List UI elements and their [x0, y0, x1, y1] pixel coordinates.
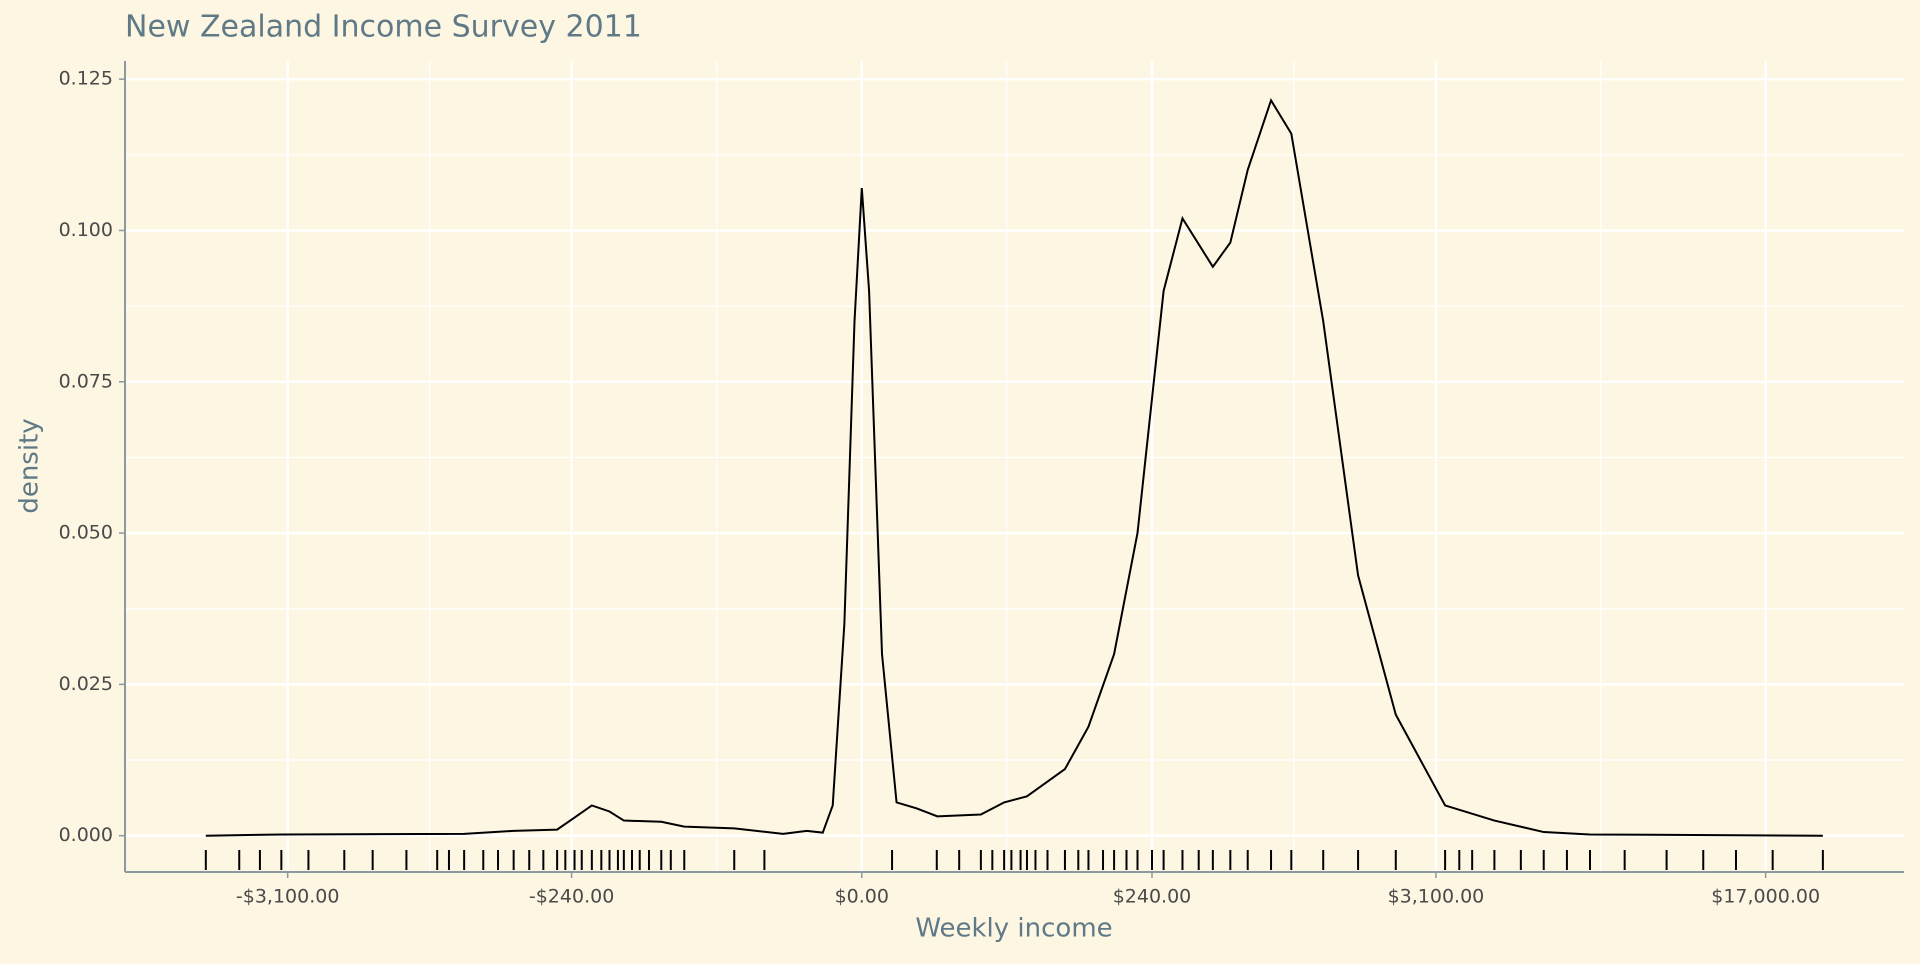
x-tick-label: -$240.00: [529, 886, 614, 908]
x-axis-title: Weekly income: [915, 914, 1112, 944]
y-axis-title: density: [15, 418, 45, 513]
x-tick-label: $0.00: [835, 886, 889, 908]
x-tick-label: $17,000.00: [1711, 886, 1820, 908]
y-tick-label: 0.000: [59, 824, 113, 846]
y-tick-label: 0.125: [59, 68, 113, 90]
chart-title: New Zealand Income Survey 2011: [125, 10, 642, 45]
y-tick-label: 0.075: [59, 370, 113, 392]
y-tick-label: 0.100: [59, 219, 113, 241]
y-tick-label: 0.050: [59, 522, 113, 544]
x-tick-label: $240.00: [1113, 886, 1192, 908]
grid: [125, 61, 1904, 872]
density-curve: [205, 97, 1823, 837]
x-tick-label: -$3,100.00: [236, 886, 340, 908]
y-tick-label: 0.025: [59, 673, 113, 695]
x-tick-label: $3,100.00: [1388, 886, 1485, 908]
